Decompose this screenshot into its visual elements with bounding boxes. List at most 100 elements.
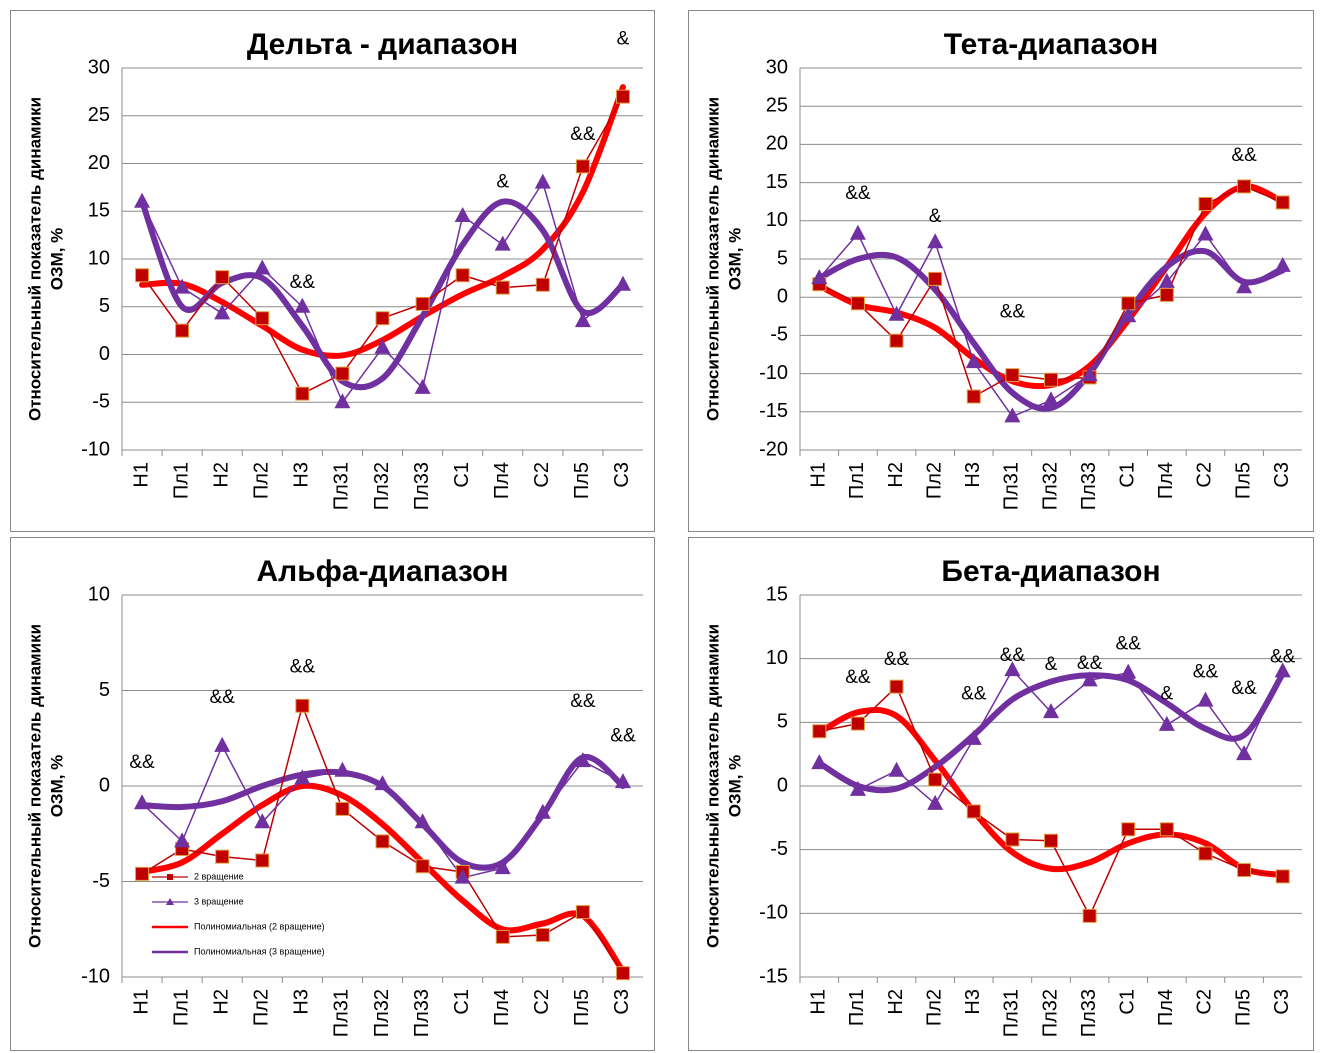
annotation: && (1270, 646, 1296, 667)
x-tick-label: Н2 (885, 989, 907, 1015)
annotation: && (884, 649, 910, 670)
marker-triangle (1197, 691, 1214, 707)
x-tick-label: Пл32 (1039, 989, 1061, 1037)
marker-triangle (811, 269, 828, 285)
marker-square (1275, 195, 1290, 210)
marker-square (615, 966, 630, 981)
x-tick-label: С1 (1117, 989, 1139, 1015)
marker-square (889, 679, 904, 694)
y-tick-label: 20 (766, 133, 788, 155)
x-tick-label: С3 (1271, 989, 1293, 1015)
trend-line (139, 84, 626, 359)
y-tick-label: 15 (88, 200, 110, 222)
x-tick-label: Пл4 (1155, 989, 1177, 1026)
marker-square (335, 366, 350, 381)
annotation: && (210, 687, 236, 708)
marker-square (415, 859, 430, 874)
marker-triangle (574, 312, 591, 328)
marker-triangle (1120, 663, 1137, 679)
marker-square (375, 311, 390, 326)
marker-triangle (214, 736, 231, 752)
marker-triangle (965, 729, 982, 745)
x-tick-label: С1 (1117, 462, 1139, 488)
legend-label: Полиномиальная (3 вращение) (194, 946, 325, 956)
marker-triangle (927, 794, 944, 810)
marker-triangle (965, 353, 982, 369)
x-tick-label: Н2 (210, 989, 232, 1015)
marker-square (966, 389, 981, 404)
y-tick-label: 5 (777, 711, 788, 733)
marker-square (375, 834, 390, 849)
annotation: && (570, 691, 596, 712)
y-tick-label: 25 (766, 94, 788, 116)
y-tick-label: 0 (99, 774, 110, 796)
y-axis-label: Относительный показатель динамики (703, 624, 722, 948)
y-tick-label: 0 (777, 285, 788, 307)
trend-line (816, 706, 1286, 879)
marker-triangle (1274, 662, 1291, 678)
x-tick-label: Пл4 (1155, 462, 1177, 499)
y-tick-label: -15 (759, 965, 788, 987)
marker-square (1159, 287, 1174, 302)
marker-square (215, 270, 230, 285)
y-tick-label: 5 (99, 295, 110, 317)
x-tick-label: С2 (531, 462, 553, 488)
marker-square (850, 296, 865, 311)
marker-triangle (454, 868, 471, 884)
legend-marker (167, 874, 173, 880)
marker-triangle (534, 173, 551, 189)
trend-line (816, 670, 1286, 794)
marker-triangle (1236, 745, 1253, 761)
panel-border (688, 537, 1314, 1051)
y-tick-label: -5 (92, 870, 110, 892)
x-tick-label: Н1 (808, 989, 830, 1015)
marker-triangle (1081, 366, 1098, 382)
marker-triangle (614, 773, 631, 789)
x-tick-label: Н3 (962, 462, 984, 488)
marker-triangle (574, 752, 591, 768)
marker-triangle (888, 305, 905, 321)
marker-square (215, 849, 230, 864)
annotation: && (570, 124, 596, 145)
trend-line (816, 247, 1286, 412)
x-tick-label: Пл1 (846, 989, 868, 1026)
marker-square (1005, 368, 1020, 383)
marker-square (1275, 869, 1290, 884)
marker-square (1198, 846, 1213, 861)
annotation: && (129, 752, 155, 773)
x-tick-label: Пл1 (170, 989, 192, 1026)
x-tick-label: С3 (1271, 462, 1293, 488)
marker-triangle (849, 780, 866, 796)
marker-square (850, 716, 865, 731)
y-axis-label: Относительный показатель динамики (25, 97, 44, 421)
annotation: && (1231, 145, 1257, 166)
x-tick-label: Пл5 (1232, 989, 1254, 1026)
legend-label: Полиномиальная (2 вращение) (194, 921, 325, 931)
annotation: && (290, 657, 316, 678)
y-tick-label: 0 (777, 774, 788, 796)
x-tick-label: Пл2 (251, 989, 273, 1026)
x-tick-label: Пл33 (411, 989, 433, 1037)
x-tick-label: Пл2 (251, 462, 273, 499)
annotation: && (1231, 678, 1257, 699)
x-tick-label: Пл32 (371, 989, 393, 1037)
y-tick-label: -15 (759, 400, 788, 422)
x-tick-label: Пл31 (331, 989, 353, 1037)
y-tick-label: 20 (88, 152, 110, 174)
y-tick-label: -10 (81, 965, 110, 987)
x-tick-label: Н2 (210, 462, 232, 488)
y-axis-label: Относительный показатель динамики (25, 624, 44, 948)
x-tick-label: С3 (611, 989, 633, 1015)
x-tick-label: Пл5 (1232, 462, 1254, 499)
marker-square (1044, 372, 1058, 387)
x-tick-label: Пл2 (923, 989, 945, 1026)
marker-triangle (294, 297, 311, 313)
marker-triangle (1158, 715, 1175, 731)
annotation: && (1000, 301, 1026, 322)
marker-square (928, 772, 943, 787)
y-axis-label: Относительный показатель динамики (703, 97, 722, 421)
x-tick-label: Н1 (130, 989, 152, 1015)
marker-square (495, 929, 510, 944)
chart-title: Альфа-диапазон (256, 555, 508, 588)
x-tick-label: Пл31 (1001, 989, 1023, 1037)
